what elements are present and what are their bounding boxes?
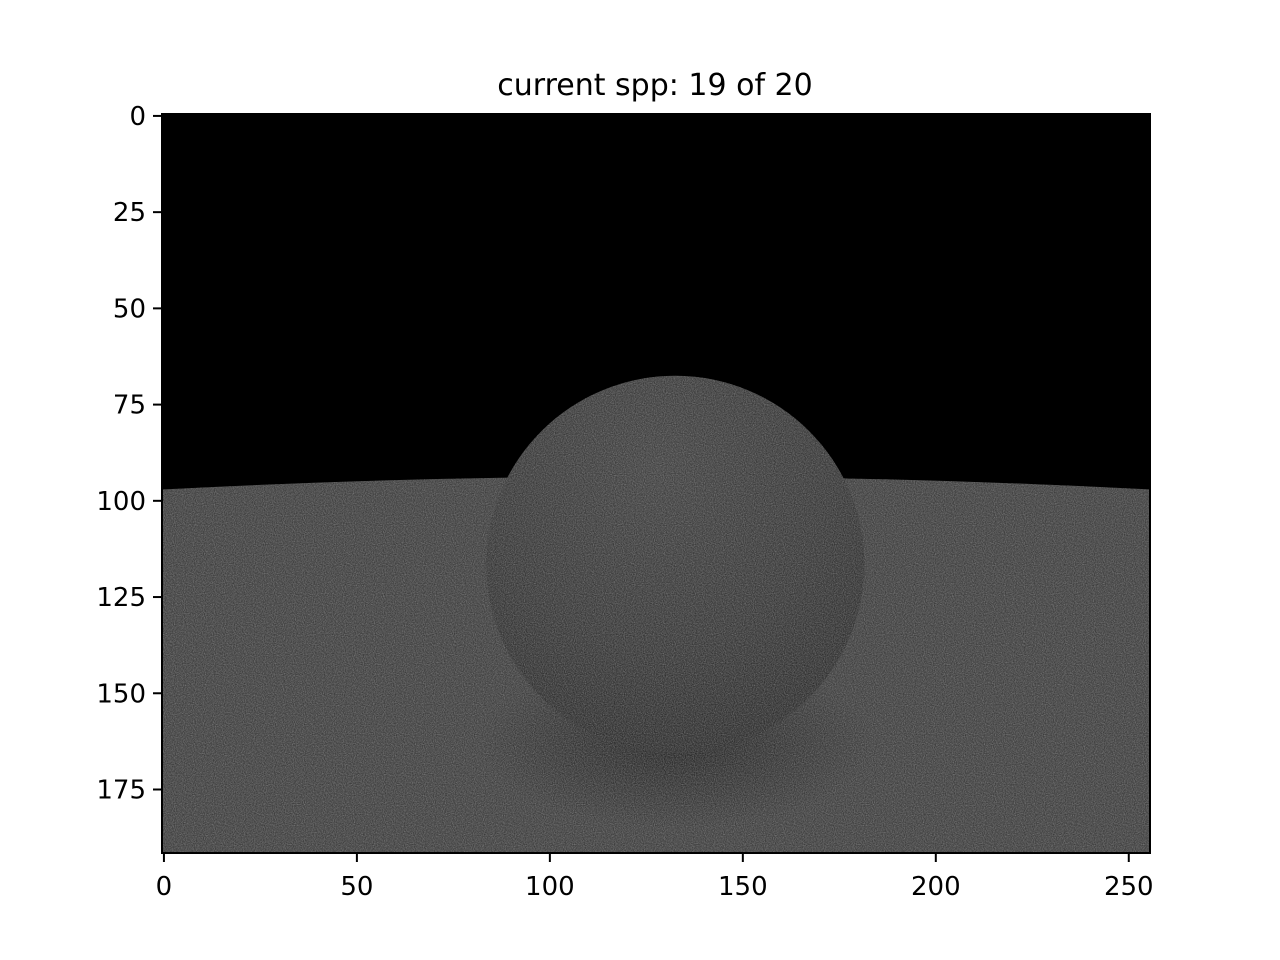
y-tick-label: 0 (129, 102, 146, 132)
x-axis: 0 50 100 150 200 250 (156, 853, 1154, 902)
x-tick-label: 150 (718, 872, 768, 902)
chart-title: current spp: 19 of 20 (497, 68, 813, 103)
y-axis: 0 25 50 75 100 125 150 175 (96, 102, 162, 805)
y-tick-label: 75 (113, 391, 146, 421)
y-tick-label: 100 (96, 487, 146, 517)
axes-frame (161, 113, 1151, 854)
x-tick-label: 0 (156, 872, 173, 902)
rendered-image (162, 114, 1150, 853)
x-tick-label: 100 (525, 872, 575, 902)
y-tick-label: 125 (96, 583, 146, 613)
x-tick-label: 50 (340, 872, 373, 902)
render-noise (162, 375, 1150, 853)
x-tick-label: 250 (1104, 872, 1154, 902)
y-tick-label: 175 (96, 775, 146, 805)
y-tick-label: 50 (113, 294, 146, 324)
x-tick-label: 200 (911, 872, 961, 902)
y-tick-label: 150 (96, 679, 146, 709)
y-tick-label: 25 (113, 198, 146, 228)
